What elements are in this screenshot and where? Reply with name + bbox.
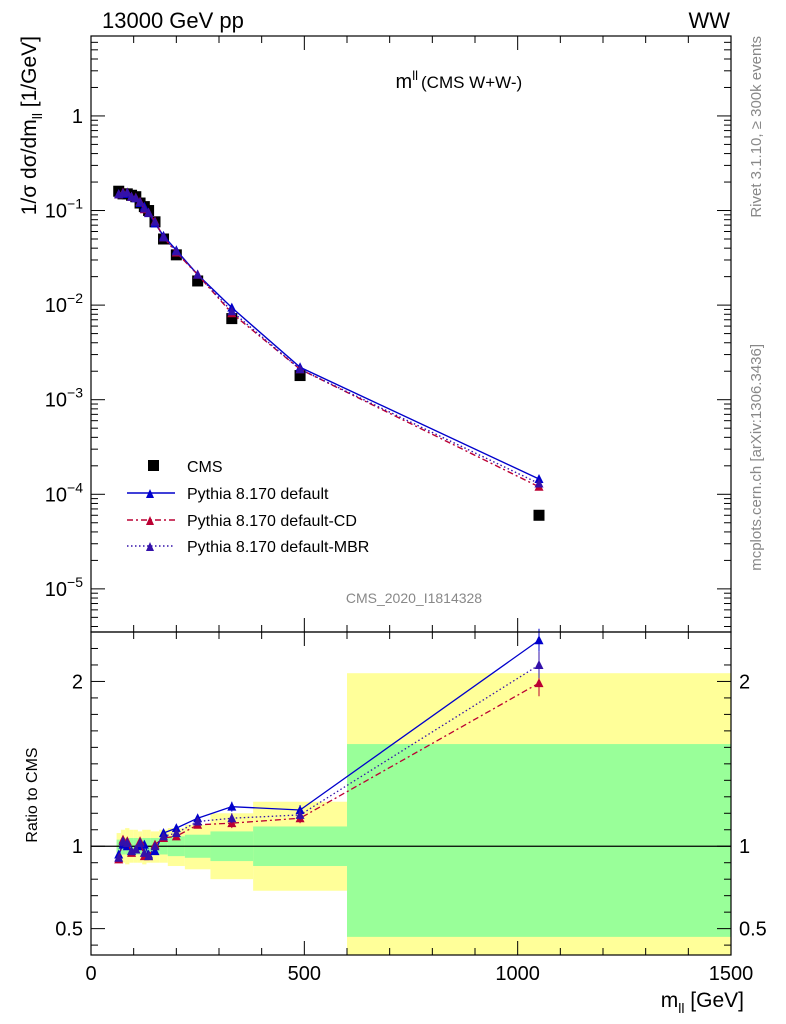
legend-entry-default-mbr: Pythia 8.170 default-MBR xyxy=(127,539,369,556)
legend-cms-label: CMS xyxy=(187,459,223,476)
main-series-line-2 xyxy=(118,191,540,488)
ratio-series-point-2 xyxy=(122,837,132,847)
cms-data-point xyxy=(192,275,204,287)
ratio-series-point-2 xyxy=(295,809,305,819)
main-y-tick-label: 10−4 xyxy=(45,479,83,506)
legend-cms-marker xyxy=(148,460,159,471)
ratio-series-point-2 xyxy=(131,844,141,854)
main-y-tick-label: 10−1 xyxy=(45,196,83,223)
legend: CMS Pythia 8.170 default Pythia 8.170 de… xyxy=(127,459,369,556)
ratio-series-point-0 xyxy=(227,801,237,811)
cms-data-point xyxy=(294,370,306,382)
ratio-series-point-2 xyxy=(139,847,149,857)
main-y-axis-label: 1/σ dσ/dmll [1/GeV] xyxy=(18,36,45,215)
main-series-point-3 xyxy=(295,364,305,374)
ratio-series-point-2 xyxy=(534,659,544,669)
legend-default-label: Pythia 8.170 default xyxy=(187,486,329,503)
x-tick-label: 1000 xyxy=(495,963,540,985)
main-series-point-3 xyxy=(159,232,169,242)
main-y-tick-label: 10−5 xyxy=(45,574,83,601)
x-tick-label: 0 xyxy=(85,963,96,985)
ratio-series-point-2 xyxy=(135,837,145,847)
ratio-series-point-2 xyxy=(159,831,169,841)
legend-entry-cms: CMS xyxy=(148,459,223,476)
main-title: mll xyxy=(396,68,419,93)
main-series-point-3 xyxy=(193,269,203,279)
legend-default-marker xyxy=(146,489,154,498)
main-series-point-3 xyxy=(150,216,160,226)
main-y-tick-label: 10−2 xyxy=(45,290,83,317)
ratio-y-tick-label-right: 1 xyxy=(739,836,750,858)
ratio-y-tick-label: 2 xyxy=(72,671,83,693)
header-left-label: 13000 GeV pp xyxy=(102,8,244,33)
ratio-series-point-2 xyxy=(227,813,237,823)
ratio-axis-ticks: 0.5 0.5 1 1 2 2 0 500 1000 1500 xyxy=(55,632,767,985)
ratio-series-group xyxy=(114,628,544,864)
x-tick-label: 500 xyxy=(288,963,321,985)
analysis-id-label: CMS_2020_I1814328 xyxy=(346,590,482,606)
x-tick-label: 1500 xyxy=(709,963,754,985)
mcplots-label: mcplots.cern.ch [arXiv:1306.3436] xyxy=(748,344,765,571)
ratio-y-tick-label-right: 0.5 xyxy=(739,919,767,941)
ratio-series-point-0 xyxy=(295,804,305,814)
main-series-line-3 xyxy=(118,191,540,485)
ratio-series-point-2 xyxy=(144,851,154,861)
x-axis-label: mll [GeV] xyxy=(661,989,744,1016)
main-series-point-3 xyxy=(122,187,132,197)
ratio-series-point-2 xyxy=(193,816,203,826)
legend-entry-default: Pythia 8.170 default xyxy=(127,486,329,503)
main-series-line-1 xyxy=(118,193,540,480)
main-y-tick-label: 10−3 xyxy=(45,385,83,412)
main-y-tick-label: 1 xyxy=(72,106,83,128)
ratio-y-tick-label-right: 2 xyxy=(739,671,750,693)
ratio-series-point-2 xyxy=(150,841,160,851)
ratio-y-tick-label: 1 xyxy=(72,836,83,858)
main-series-point-3 xyxy=(139,203,149,213)
ratio-inner-band xyxy=(159,836,168,855)
legend-entry-default-cd: Pythia 8.170 default-CD xyxy=(127,513,357,530)
main-panel: 1 10−1 10−2 10−3 10−4 10−5 mll (CMS W+W-) CMS… xyxy=(18,35,732,633)
main-title-paren: (CMS W+W-) xyxy=(421,73,522,92)
main-series-point-3 xyxy=(227,306,237,316)
ratio-y-tick-label: 0.5 xyxy=(55,919,83,941)
legend-mbr-marker xyxy=(146,542,154,551)
cms-data-point xyxy=(533,509,545,521)
cms-data-point xyxy=(226,313,238,325)
ratio-panel: 0.5 0.5 1 1 2 2 0 500 1000 1500 Ratio to CMS mll … xyxy=(24,628,767,1016)
main-series-point-3 xyxy=(144,207,154,217)
ratio-inner-band xyxy=(347,744,731,937)
legend-mbr-label: Pythia 8.170 default-MBR xyxy=(187,539,369,556)
ratio-series-point-0 xyxy=(534,635,544,645)
ratio-series-point-2 xyxy=(171,828,181,838)
rivet-version-label: Rivet 3.1.10, ≥ 300k events xyxy=(748,36,765,218)
header-right-label: WW xyxy=(688,8,730,33)
main-series-point-3 xyxy=(534,478,544,488)
main-axis-ticks: 1 10−1 10−2 10−3 10−4 10−5 xyxy=(45,35,732,632)
main-series-group xyxy=(113,185,545,521)
ratio-series-point-0 xyxy=(150,846,160,856)
main-series-point-3 xyxy=(171,246,181,256)
ratio-y-axis-label: Ratio to CMS xyxy=(24,747,41,842)
ratio-series-point-1 xyxy=(534,678,544,688)
main-series-point-3 xyxy=(135,197,145,207)
legend-cd-marker xyxy=(146,516,154,525)
legend-cd-label: Pythia 8.170 default-CD xyxy=(187,513,357,530)
main-series-point-3 xyxy=(131,192,141,202)
ratio-series-point-0 xyxy=(171,823,181,833)
ratio-frame xyxy=(90,631,732,956)
ratio-series-point-2 xyxy=(114,852,124,862)
